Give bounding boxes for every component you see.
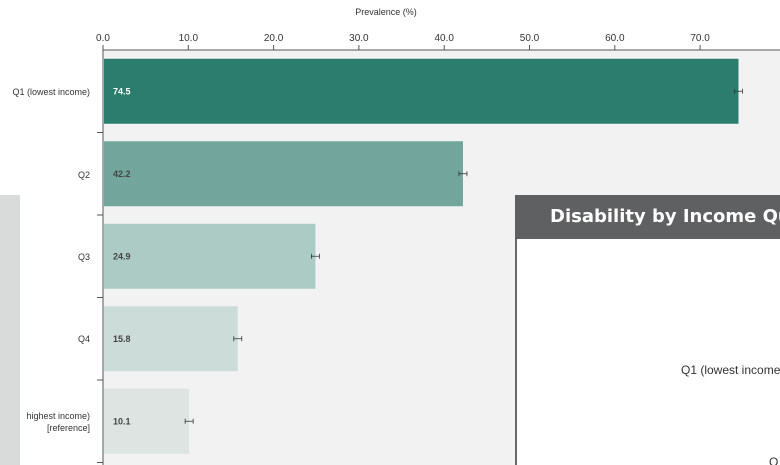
x-tick-label: 40.0	[434, 33, 454, 44]
overlay-partial-label: Q	[769, 455, 779, 465]
overlay-category-label: Q1 (lowest income	[681, 363, 780, 377]
data-label: 74.5	[113, 86, 131, 96]
x-tick-label: 0.0	[96, 33, 110, 44]
x-tick-label: 50.0	[520, 33, 540, 44]
category-label: [reference]	[47, 423, 90, 433]
x-tick-label: 60.0	[605, 33, 625, 44]
x-tick-label: 30.0	[349, 33, 369, 44]
bar	[104, 223, 316, 289]
data-label: 42.2	[113, 169, 131, 179]
bar	[104, 58, 739, 124]
overlay-chart-panel: Q1 (lowest income Q	[515, 239, 780, 465]
axis-title: Prevalence (%)	[355, 7, 417, 17]
bar	[104, 141, 463, 207]
bar	[104, 388, 190, 454]
x-tick-label: 10.0	[179, 33, 199, 44]
bar	[104, 306, 238, 372]
data-label: 10.1	[113, 416, 131, 426]
category-label: Q1 (lowest income)	[12, 87, 90, 97]
category-label: Q3	[78, 252, 90, 262]
x-tick-label: 70.0	[690, 33, 710, 44]
overlay-chart-title: Disability by Income Qui	[515, 195, 780, 239]
side-panel-strip	[0, 195, 20, 465]
data-label: 15.8	[113, 334, 131, 344]
category-label: highest income)	[26, 411, 90, 421]
category-label: Q4	[78, 334, 90, 344]
data-label: 24.9	[113, 251, 131, 261]
category-label: Q2	[78, 170, 90, 180]
x-tick-label: 20.0	[264, 33, 284, 44]
